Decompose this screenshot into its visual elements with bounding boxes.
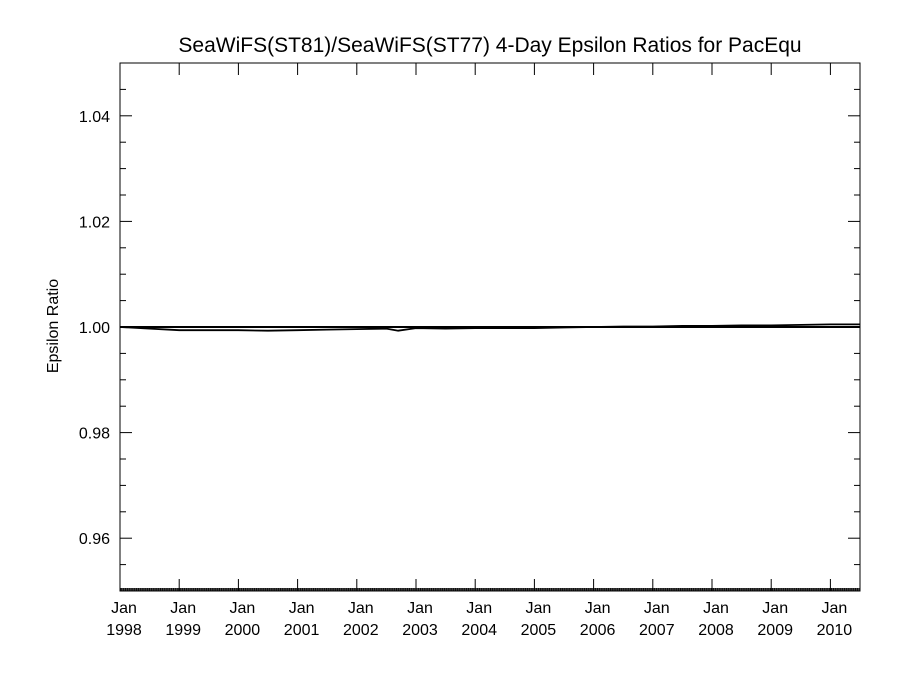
x-axis-ticks: Jan 1998 Jan 1999 Jan 2000 Jan 2001 Jan 2002 Jan 20… [106,63,861,639]
x-tick-label-year: 2010 [817,622,853,639]
x-tick-label-year: 2003 [402,622,438,639]
x-tick-label-month: Jan [585,600,611,617]
x-tick-label-month: Jan [703,600,729,617]
x-tick-label-year: 1999 [165,622,201,639]
x-tick-label-month: Jan [230,600,256,617]
x-tick-label-month: Jan [822,600,848,617]
x-tick-label-year: 2008 [698,622,734,639]
x-tick-label-year: 2001 [284,622,320,639]
y-tick-label: 0.98 [79,426,110,443]
x-tick-label-month: Jan [644,600,670,617]
x-tick-label-month: Jan [526,600,552,617]
x-tick-label-year: 2006 [580,622,616,639]
y-tick-label: 1.00 [79,320,110,337]
chart-title: SeaWiFS(ST81)/SeaWiFS(ST77) 4-Day Epsilo… [178,34,801,57]
y-tick-label: 1.02 [79,214,110,231]
x-tick-label-year: 2000 [225,622,261,639]
x-tick-label-year: 2009 [757,622,793,639]
x-tick-label-month: Jan [466,600,492,617]
x-tick-label-year: 2004 [461,622,497,639]
x-tick-label-year: 2007 [639,622,675,639]
series-layer [119,323,860,332]
x-tick-label-month: Jan [407,600,433,617]
x-tick-label-month: Jan [289,600,315,617]
x-tick-label-month: Jan [111,600,137,617]
x-tick-label-month: Jan [762,600,788,617]
x-tick-label-year: 2002 [343,622,379,639]
y-tick-label: 1.04 [79,109,110,126]
x-tick-label-year: 1998 [106,622,142,639]
x-tick-label-year: 2005 [521,622,557,639]
x-tick-label-month: Jan [170,600,196,617]
x-tick-label-month: Jan [348,600,374,617]
series-line [119,323,860,332]
y-axis-label: Epsilon Ratio [45,279,62,373]
y-tick-label: 0.96 [79,531,110,548]
